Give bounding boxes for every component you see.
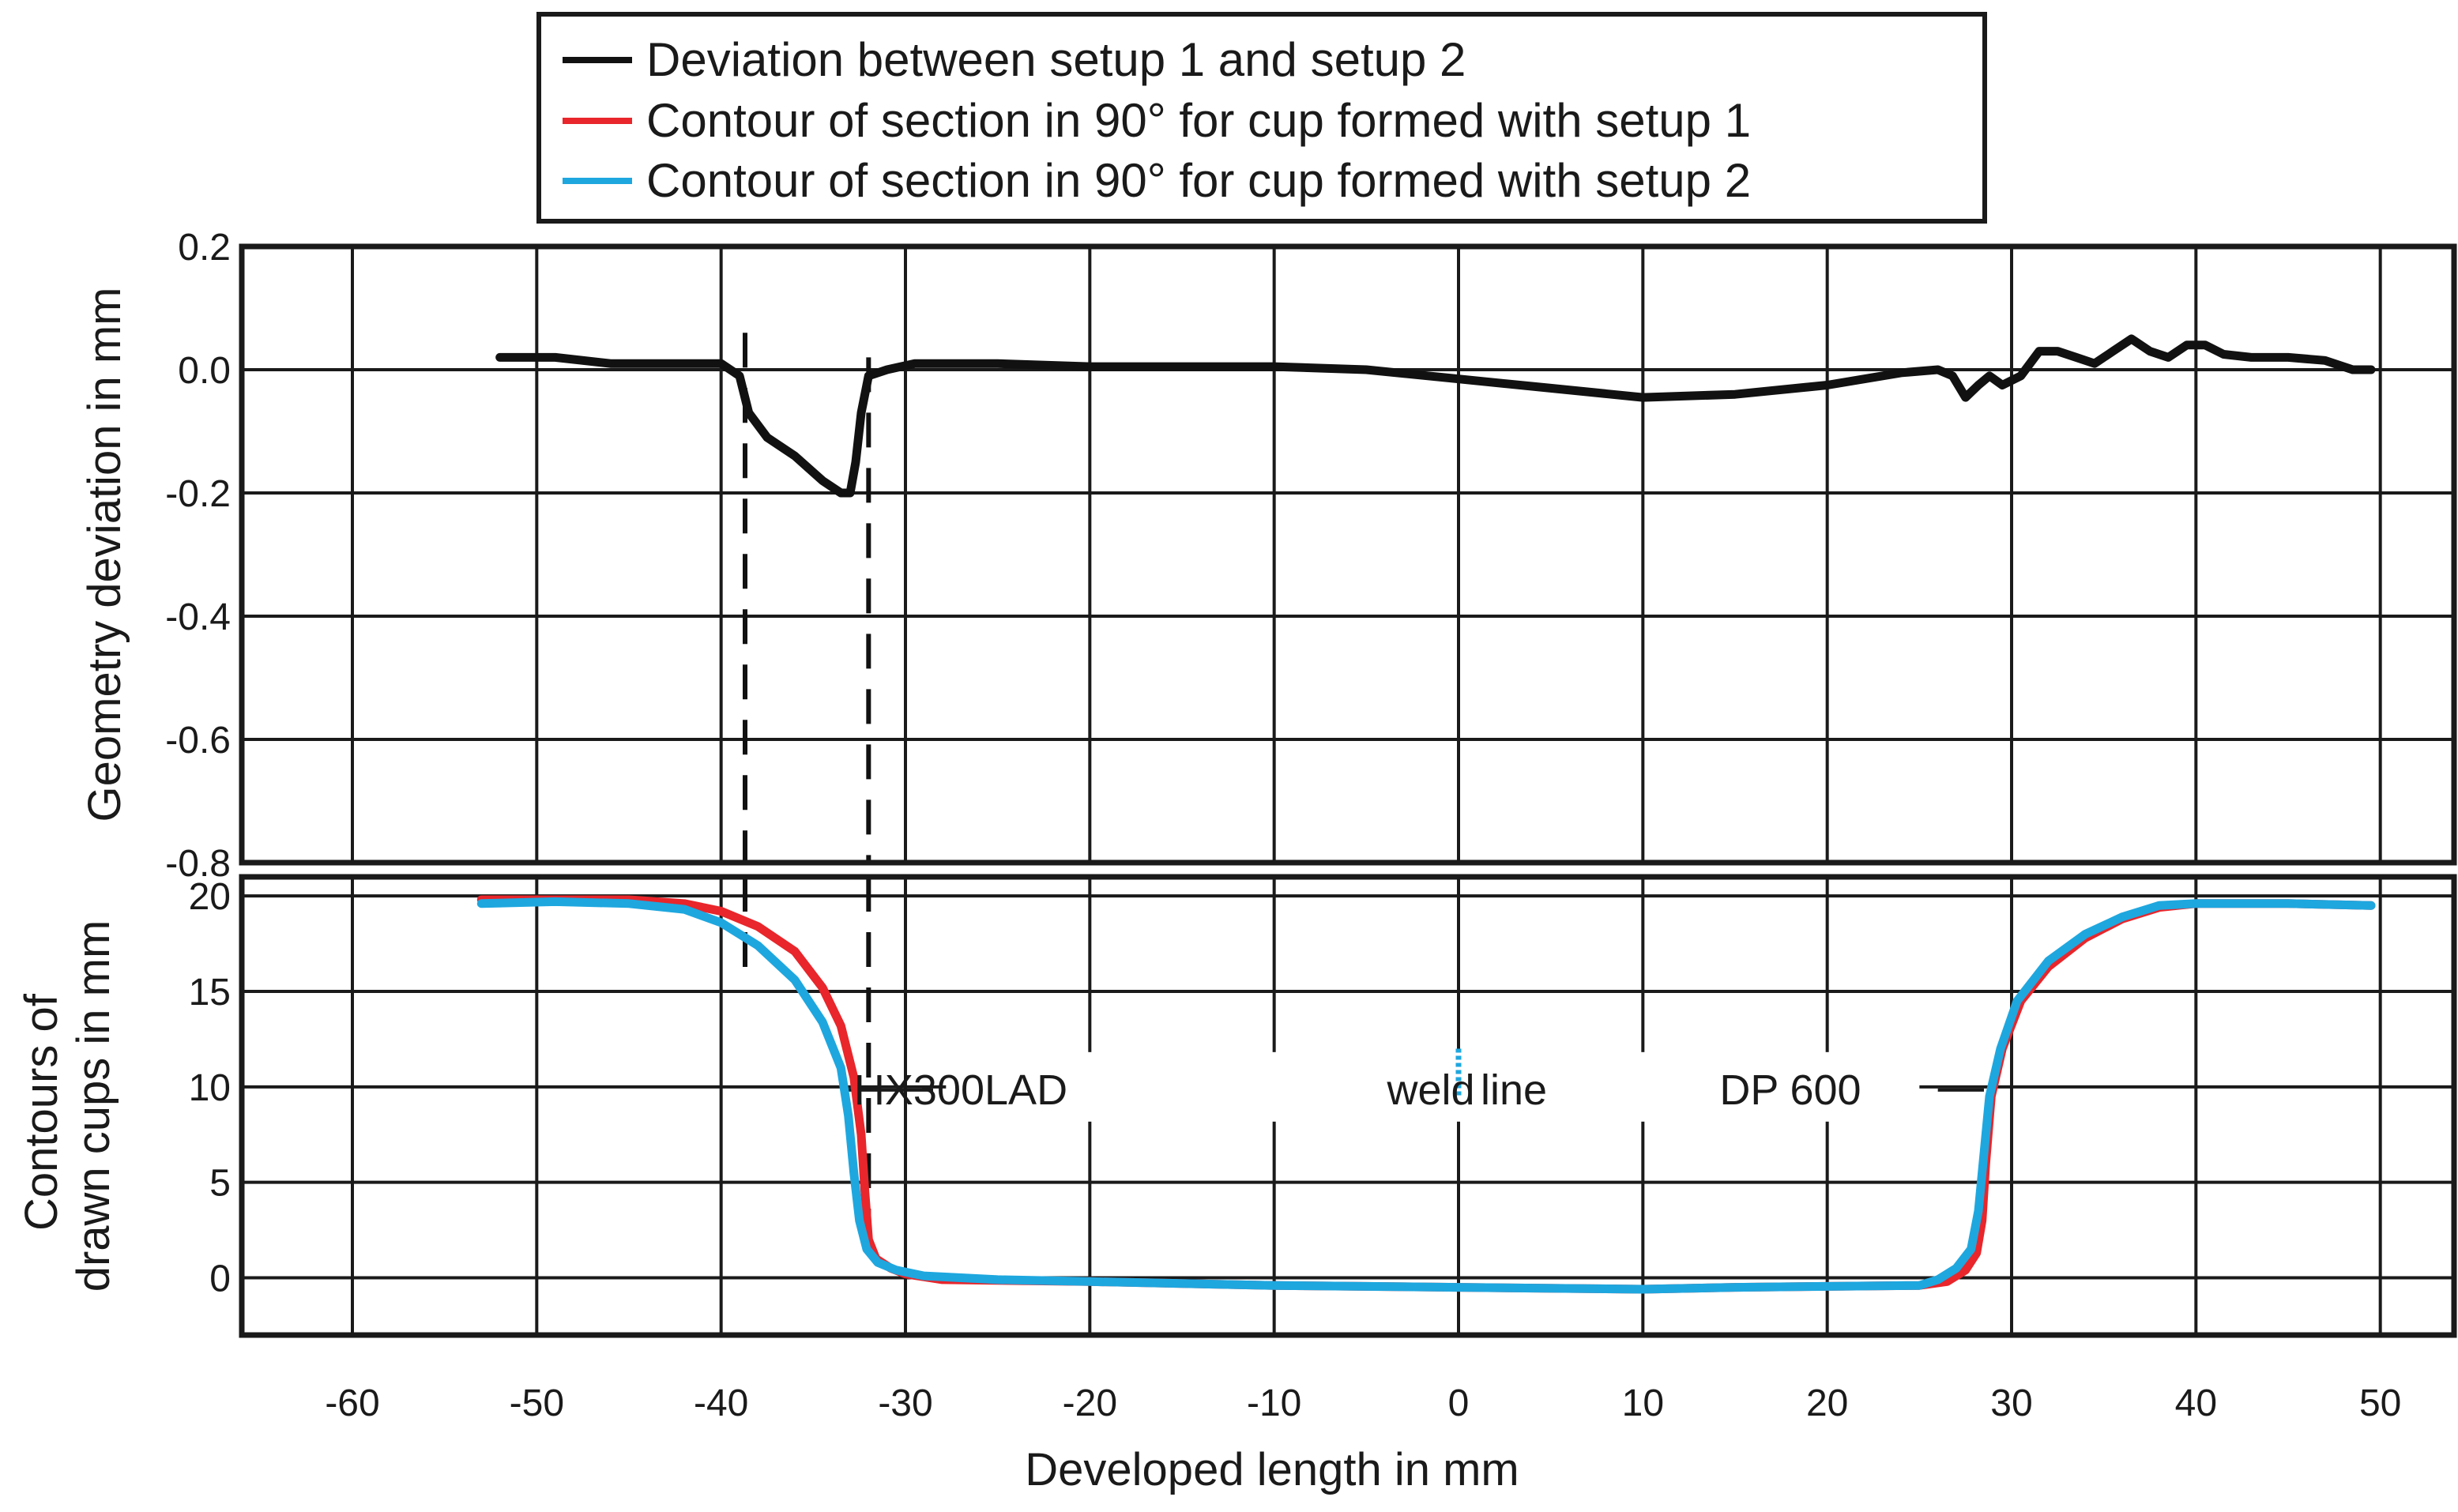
x-tick-label: 40 [2175,1382,2217,1424]
deviation-reference-lines [743,333,871,863]
x-tick-label: 20 [1806,1382,1848,1424]
y-tick-label: -0.8 [165,843,231,885]
legend-label-setup-2: Contour of section in 90° for cup formed… [646,154,1751,207]
y-tick-label: 0 [209,1258,231,1300]
y-tick-label: -0.2 [165,473,231,515]
x-axis-title: Developed length in mm [1025,1444,1519,1495]
x-tick-label: -50 [510,1382,564,1424]
annotation-backgrounds [841,1051,1984,1122]
y-tick-label: 0.2 [178,227,231,269]
material-annotation: weld [1386,1066,1474,1114]
deviation-plot-frame [239,243,2457,866]
contour-reference-lines [743,877,1462,1240]
legend-label-setup-1: Contour of section in 90° for cup formed… [646,94,1751,147]
y-tick-label: -0.6 [165,720,231,762]
x-tick-label: -40 [694,1382,748,1424]
contour-annotations: HX300LAD weld line DP 600 [854,1066,1861,1114]
x-tick-label: -10 [1247,1382,1301,1424]
deviation-y-axis-title: Geometry deviation in mm [79,288,130,822]
legend-label-deviation: Deviation between setup 1 and setup 2 [646,33,1466,86]
x-tick-label: -60 [325,1382,379,1424]
deviation-y-ticks: 0.2 0.0 -0.2 -0.4 -0.6 -0.8 [165,227,231,885]
material-annotation: line [1481,1066,1547,1114]
contour-plot-frame [239,874,2457,1338]
annotation-background [946,1051,1920,1122]
y-tick-label: 0.0 [178,350,231,392]
x-tick-label: 10 [1622,1382,1664,1424]
y-tick-label: -0.4 [165,596,231,638]
legend: Deviation between setup 1 and setup 2 Co… [536,12,1987,224]
contour-panel: 20 15 10 5 0 HX300LAD weld line DP 600 Contours… [16,874,2457,1338]
contour-y-axis-title: Contours of drawn cups in mm [16,920,119,1292]
x-tick-label: 30 [1990,1382,2032,1424]
deviation-panel: 0.2 0.0 -0.2 -0.4 -0.6 -0.8 Geometry deviatio… [79,227,2457,885]
material-annotation: DP 600 [1719,1066,1861,1114]
contour-grid [242,877,2454,1335]
y-tick-label: 5 [209,1163,231,1205]
material-annotation: HX300LAD [854,1066,1067,1114]
setup-2-contour-line [476,897,2376,1294]
contour-y-ticks: 20 15 10 5 0 [189,876,231,1299]
x-tick-label: -20 [1063,1382,1117,1424]
deviation-line [495,334,2376,498]
x-tick-label: 50 [2359,1382,2401,1424]
y-tick-label: 10 [189,1067,231,1109]
x-tick-label: -30 [878,1382,932,1424]
y-tick-label: 20 [189,876,231,918]
x-axis-ticks: -60 -50 -40 -30 -20 -10 0 10 20 30 40 50 [325,1382,2401,1424]
y-tick-label: 15 [189,972,231,1014]
legend-box [536,12,1987,224]
x-tick-label: 0 [1448,1382,1470,1424]
deviation-grid [242,246,2454,863]
